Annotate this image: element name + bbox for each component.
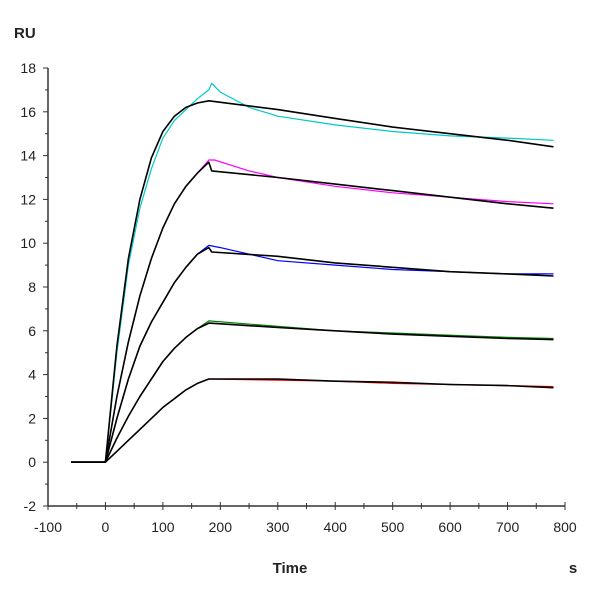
- y-tick-label: 12: [20, 191, 36, 207]
- x-tick-label: 300: [266, 519, 290, 535]
- x-tick-label: 400: [324, 519, 348, 535]
- x-tick-label: 500: [381, 519, 405, 535]
- data-curve: [71, 159, 554, 463]
- fit-curve: [71, 322, 554, 463]
- x-tick-label: 0: [102, 519, 110, 535]
- y-tick-label: 4: [28, 367, 36, 383]
- x-tick-label: 100: [151, 519, 175, 535]
- fit-curve: [71, 246, 554, 463]
- x-axis-unit: s: [569, 560, 577, 577]
- x-tick-label: 600: [438, 519, 462, 535]
- y-tick-label: 2: [28, 410, 36, 426]
- x-axis-label: Time: [273, 560, 308, 577]
- y-tick-label: -2: [24, 498, 37, 514]
- x-tick-label: -100: [34, 519, 62, 535]
- y-tick-label: 8: [28, 279, 36, 295]
- y-tick-label: 6: [28, 323, 36, 339]
- y-tick-label: 14: [20, 148, 36, 164]
- x-tick-label: 700: [496, 519, 520, 535]
- x-tick-label: 800: [553, 519, 577, 535]
- data-curve: [71, 82, 554, 463]
- y-tick-label: 16: [20, 104, 36, 120]
- x-tick-label: 200: [209, 519, 233, 535]
- data-curve: [71, 244, 554, 463]
- y-tick-label: 0: [28, 454, 36, 470]
- y-tick-label: 10: [20, 235, 36, 251]
- fit-curve: [71, 161, 554, 463]
- y-axis-label: RU: [14, 25, 36, 42]
- fit-curve: [71, 378, 554, 463]
- fit-curve: [71, 100, 554, 463]
- y-tick-label: 18: [20, 60, 36, 76]
